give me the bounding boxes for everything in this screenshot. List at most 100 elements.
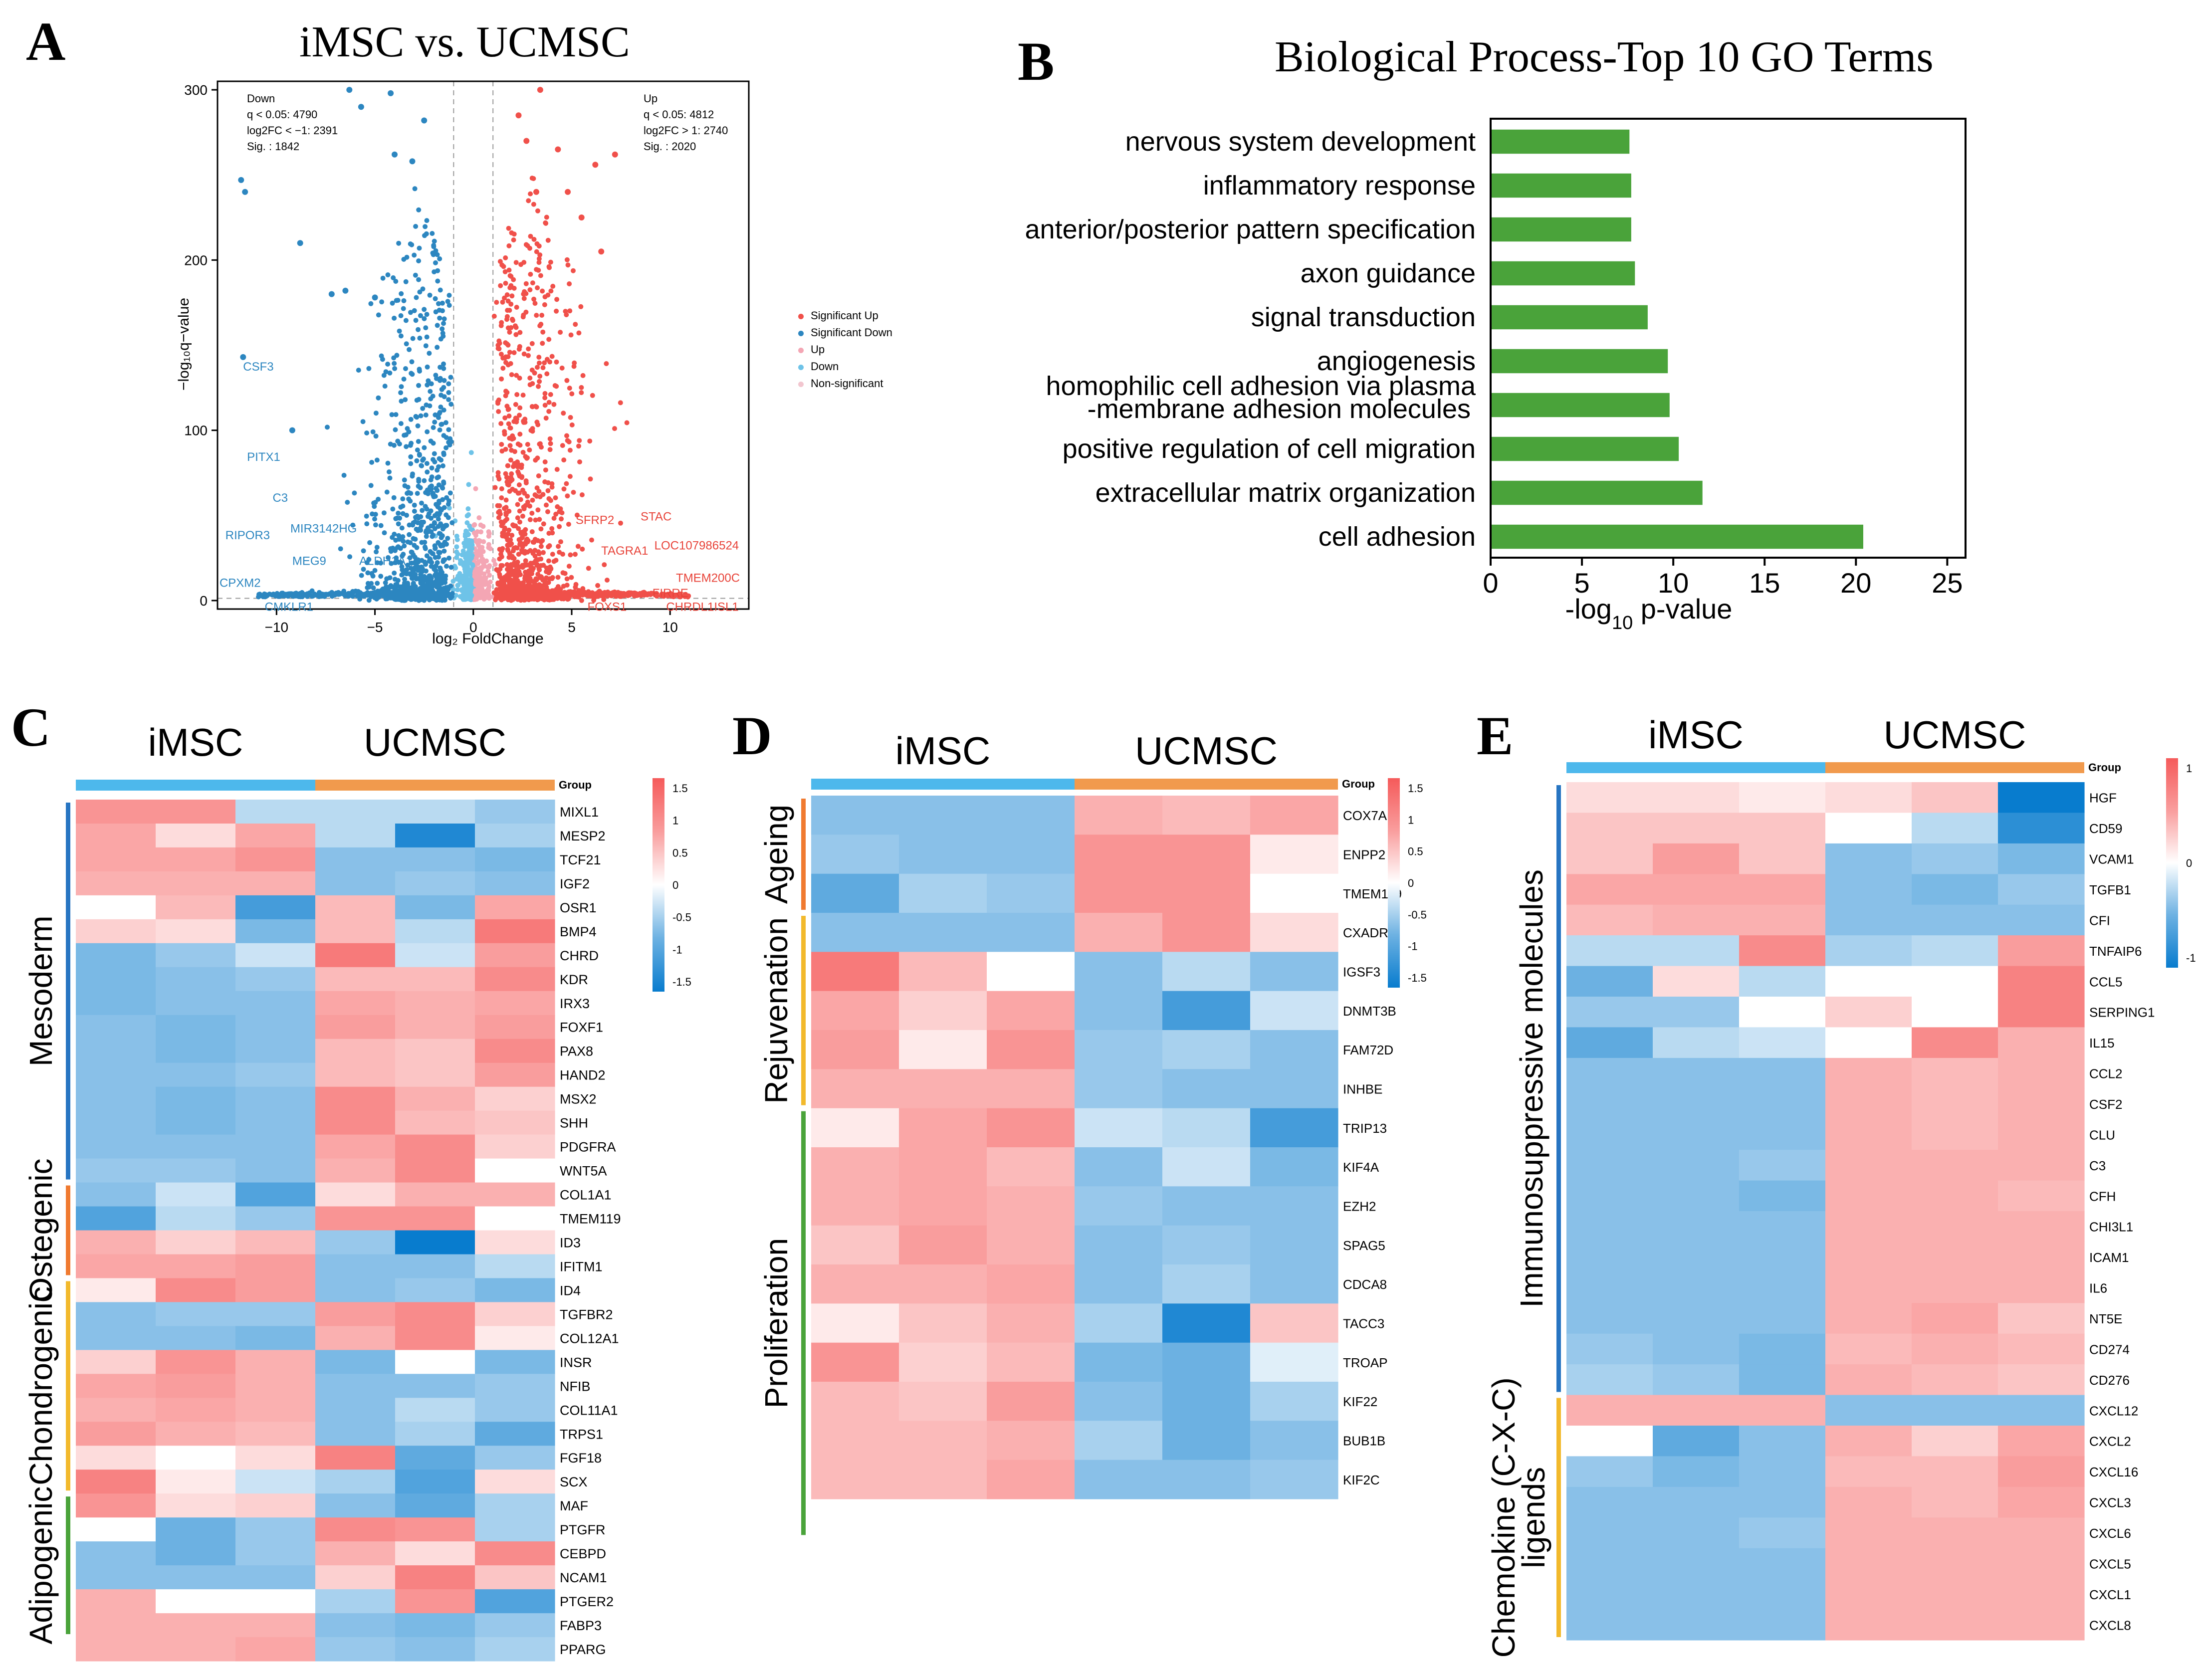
volcano-point [534, 241, 540, 246]
heatmap-category-label: ligends [1516, 1467, 1551, 1568]
volcano-point [576, 443, 581, 449]
volcano-point [506, 421, 511, 426]
heatmap-cell [1739, 1517, 1826, 1549]
volcano-point [478, 565, 483, 571]
volcano-point [387, 370, 393, 376]
volcano-point [517, 405, 523, 411]
heatmap-cell [395, 1422, 475, 1446]
heatmap-cell [1998, 1517, 2085, 1549]
heatmap-cell [1998, 1486, 2085, 1518]
volcano-point [438, 405, 443, 410]
volcano-point [468, 450, 474, 455]
heatmap-category-bar [66, 1185, 70, 1275]
volcano-point [586, 566, 591, 571]
volcano-gene-label: ALDH1A1 [359, 554, 413, 568]
heatmap-cell [156, 1158, 236, 1183]
volcano-point [436, 500, 441, 506]
volcano-point [509, 572, 514, 577]
volcano-point [523, 309, 529, 315]
heatmap-gene-label: CD274 [2089, 1342, 2130, 1357]
volcano-point [503, 255, 508, 260]
volcano-point [430, 491, 436, 496]
heatmap-cell [1825, 1333, 1912, 1365]
heatmap-gene-label: EZH2 [1343, 1199, 1376, 1214]
heatmap-cell [235, 1350, 316, 1374]
heatmap-scale-tick: 0 [672, 879, 678, 891]
heatmap-cell [1825, 1272, 1912, 1303]
volcano-point [415, 491, 420, 496]
heatmap-cell [156, 1350, 236, 1374]
heatmap-cell [1653, 1119, 1740, 1150]
volcano-point [466, 482, 471, 487]
volcano-point [549, 354, 555, 359]
volcano-point [526, 353, 531, 358]
volcano-point [553, 511, 559, 517]
volcano-point [439, 535, 444, 540]
heatmap-gene-label: IRX3 [560, 996, 590, 1011]
volcano-point [420, 566, 425, 571]
heatmap-cell [156, 967, 236, 992]
heatmap-gene-label: CCL2 [2089, 1066, 2122, 1081]
volcano-point [537, 323, 543, 329]
heatmap-gene-label: ENPP2 [1343, 847, 1385, 862]
volcano-point [516, 490, 522, 496]
volcano-point [445, 592, 450, 598]
heatmap-cell [395, 1637, 475, 1662]
heatmap-cell [1653, 904, 1740, 936]
volcano-point [416, 277, 422, 282]
volcano-point [412, 560, 417, 566]
volcano-point [475, 561, 481, 566]
heatmap-cell [76, 871, 156, 896]
heatmap-gene-label: MESP2 [560, 829, 606, 843]
volcano-point [544, 565, 549, 571]
heatmap-cell [235, 800, 316, 824]
volcano-point [393, 560, 398, 565]
heatmap-cell [987, 873, 1075, 913]
volcano-point [518, 262, 524, 267]
volcano-point [514, 545, 520, 551]
volcano-point [515, 502, 520, 507]
volcano-point [535, 507, 541, 513]
heatmap-cell [899, 913, 987, 952]
volcano-point [365, 570, 371, 576]
volcano-point [538, 544, 544, 549]
volcano-point [374, 457, 380, 463]
volcano-point [515, 515, 520, 521]
heatmap-cell [156, 1470, 236, 1494]
heatmap-cell [987, 952, 1075, 992]
volcano-point [553, 558, 559, 563]
go-bar [1491, 129, 1630, 154]
volcano-point [441, 316, 447, 322]
volcano-point [529, 367, 535, 373]
heatmap-cell [1912, 1088, 1998, 1120]
heatmap-cell [235, 1182, 316, 1207]
heatmap-cell [1075, 1147, 1163, 1187]
heatmap-cell [987, 1382, 1075, 1421]
volcano-point [411, 581, 416, 586]
volcano-point [523, 281, 529, 286]
volcano-point [549, 526, 555, 531]
volcano-point [558, 590, 563, 596]
volcano-point [571, 268, 576, 273]
volcano-point [547, 576, 552, 582]
volcano-point [578, 214, 585, 220]
heatmap-cell [315, 1493, 396, 1518]
volcano-point [496, 510, 501, 515]
volcano-point [531, 202, 536, 207]
volcano-point [457, 594, 463, 599]
volcano-point [492, 562, 498, 567]
heatmap-cell [1998, 1180, 2085, 1212]
volcano-point [535, 557, 541, 562]
volcano-point [568, 589, 573, 594]
volcano-point [612, 151, 618, 158]
volcano-point [536, 589, 541, 595]
heatmap-cell [235, 1470, 316, 1494]
volcano-point [390, 506, 396, 512]
heatmap-group-header: Group [1342, 778, 1375, 790]
heatmap-scale-tick: 1 [672, 815, 678, 827]
heatmap-cell [315, 1086, 396, 1111]
heatmap-cell [475, 943, 555, 968]
heatmap-gene-label: PDGFRA [560, 1140, 616, 1155]
heatmap-cell [1739, 1333, 1826, 1365]
heatmap-cell [1653, 843, 1740, 874]
